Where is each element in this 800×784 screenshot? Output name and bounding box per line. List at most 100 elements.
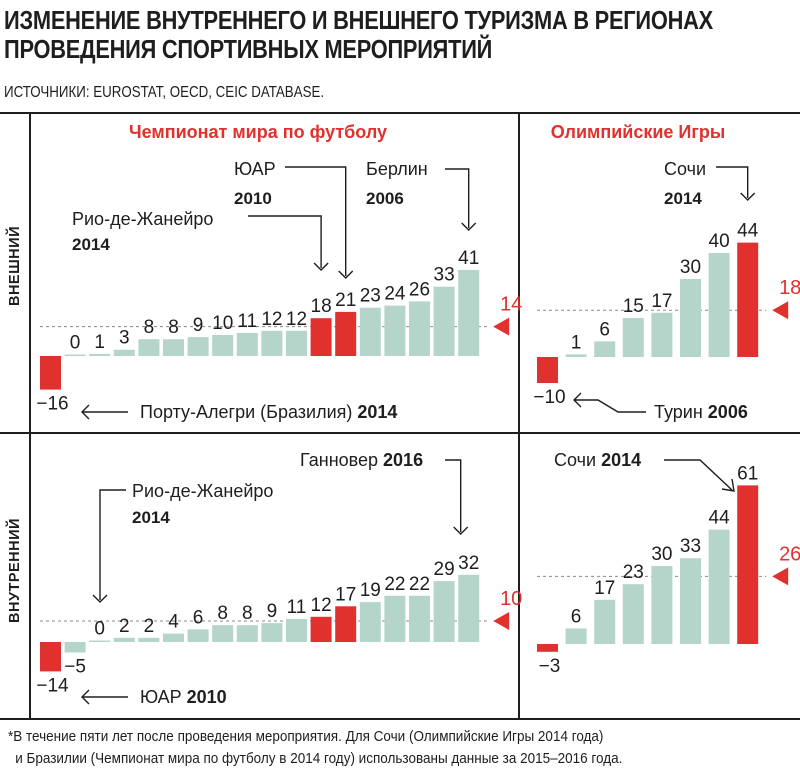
panel3-bar-18	[458, 574, 480, 642]
panel2-average-marker	[772, 301, 789, 320]
panel4-bar-4	[622, 584, 644, 644]
panel4-value-label-5: 30	[651, 544, 672, 565]
panel3-value-label-2: −5	[64, 657, 86, 678]
panel3-bar-9	[236, 625, 258, 642]
panel1-value-label-2: 0	[70, 333, 81, 354]
chart-title-line-1: ИЗМЕНЕНИЕ ВНУТРЕННЕГО И ВНЕШНЕГО ТУРИЗМА…	[4, 5, 713, 35]
panel3-bar-2	[64, 642, 86, 653]
panel1-arrow-berlin-line	[445, 168, 470, 228]
panel3-bar-3	[89, 640, 111, 642]
panel2-annotation-sochi-name: Сочи	[664, 159, 706, 179]
panel1-annotation-berlin-year: 2006	[366, 189, 404, 208]
panel2-arrow-turin-line	[574, 399, 646, 413]
panel1-average-label: 14	[500, 294, 522, 316]
panel2-value-label-7: 40	[709, 231, 730, 252]
panel1-bar-8	[212, 335, 234, 356]
panel3-bar-4	[113, 637, 135, 642]
panel1-value-label-16: 26	[409, 279, 430, 300]
panel3-value-label-1: −14	[36, 675, 69, 696]
panel1-arrow-rio-line	[248, 215, 322, 268]
panel4-value-label-7: 44	[709, 508, 731, 529]
panel1-value-label-8: 10	[212, 313, 233, 334]
footnote-line-2: и Бразилии (Чемпионат мира по футболу в …	[15, 750, 623, 767]
panel1-annotation-porto-alegre: Порту-Алегри (Бразилия) 2014	[140, 402, 397, 422]
panel4-bar-6	[680, 558, 701, 644]
panel4-value-label-1: −3	[539, 656, 561, 677]
panel3-value-label-6: 4	[168, 612, 179, 633]
panel2-bar-7	[708, 253, 730, 357]
panel3-value-label-8: 8	[217, 603, 228, 624]
panel1-value-label-11: 12	[286, 309, 307, 330]
panel3-value-label-10: 9	[267, 601, 278, 622]
panel1-arrow-porto-alegre-head	[81, 404, 90, 420]
panel1-bar-11	[286, 330, 307, 356]
panel1-arrow-rio-head	[313, 262, 329, 271]
panel1-annotation-porto-alegre-year: 2014	[357, 402, 397, 422]
panel3-bar-5	[138, 637, 160, 642]
panel3-value-label-16: 22	[409, 574, 430, 595]
panel3-value-label-15: 22	[384, 574, 405, 595]
panel3-value-label-7: 6	[193, 607, 204, 628]
panel3-annotation-hannover-year: 2016	[383, 450, 423, 470]
panel4-average-marker	[772, 567, 789, 586]
panel2-value-label-8: 44	[737, 221, 759, 242]
panel3-annotation-rio-year: 2014	[132, 508, 170, 527]
panel2-bar-8	[737, 242, 759, 357]
panel1-value-label-9: 11	[237, 311, 257, 332]
panel3-bar-17	[433, 581, 455, 642]
panel4-annotation-sochi-year: 2014	[601, 450, 641, 470]
panel4-value-label-2: 6	[571, 606, 582, 627]
panel4-value-label-3: 17	[594, 578, 615, 599]
panel3-annotation-sa: ЮАР 2010	[140, 687, 227, 707]
footnote: *В течение пяти лет после проведения мер…	[8, 726, 622, 770]
panel2-arrow-sochi-line	[716, 166, 749, 198]
panel1-annotation-berlin-name: Берлин	[366, 159, 428, 179]
panel1-annotation-rio-name: Рио-де-Жанейро	[72, 209, 213, 229]
panel4-bar-7	[708, 529, 730, 644]
panel3-bar-13	[335, 606, 357, 642]
panel1-average-marker	[493, 317, 510, 336]
panel3-average-marker	[493, 612, 510, 630]
panel2-value-label-5: 17	[651, 291, 672, 312]
panel4-bar-2	[565, 628, 587, 644]
panel4-arrow-sochi-line	[664, 459, 733, 491]
panel2-bar-5	[651, 312, 673, 357]
panel1-bar-1	[40, 356, 61, 390]
panel3-bar-6	[163, 633, 184, 642]
panel3-bar-1	[40, 642, 61, 672]
panel1-value-label-5: 8	[144, 317, 155, 338]
panel2-value-label-1: −10	[533, 387, 565, 408]
panel1-bar-16	[409, 301, 430, 356]
panel3-value-label-5: 2	[144, 616, 155, 637]
panel2-arrow-sochi-head	[740, 192, 756, 201]
panel2-arrow-turin-head	[573, 392, 582, 408]
panel1-value-label-12: 18	[311, 296, 332, 317]
panel4-bar-8	[737, 485, 759, 644]
panel3-value-label-13: 17	[335, 584, 356, 605]
panel3-value-label-9: 8	[242, 603, 253, 624]
chart-title: ИЗМЕНЕНИЕ ВНУТРЕННЕГО И ВНЕШНЕГО ТУРИЗМА…	[4, 6, 713, 64]
panel3-annotation-rio-name: Рио-де-Жанейро	[132, 481, 273, 501]
row-label-divider	[29, 113, 31, 719]
panel1-bar-9	[236, 332, 258, 356]
panel1-bar-7	[187, 337, 209, 356]
panel1-bar-10	[261, 330, 283, 356]
middle-divider	[0, 432, 800, 434]
panel2-bar-2	[565, 354, 587, 357]
panel1-bar-4	[113, 349, 135, 356]
panel1-value-label-17: 33	[434, 265, 455, 286]
panel1-value-label-10: 12	[261, 309, 282, 330]
panel3-arrow-hannover-line	[445, 459, 462, 532]
chart-title-line-2: ПРОВЕДЕНИЯ СПОРТИВНЫХ МЕРОПРИЯТИЙ	[4, 34, 493, 64]
panel2-value-label-3: 6	[599, 319, 610, 340]
panel2-value-label-6: 30	[680, 257, 701, 278]
top-divider	[0, 112, 800, 114]
panel1-bar-6	[163, 339, 184, 356]
panel3-arrow-rio-head	[92, 594, 108, 603]
panel2-group-title: Олимпийские Игры	[551, 122, 725, 142]
panel1-value-label-4: 3	[119, 328, 130, 349]
panel3-bar-10	[261, 623, 283, 642]
panel4-value-label-8: 61	[737, 463, 758, 484]
panel3-bar-7	[187, 629, 209, 642]
panel3-bar-14	[359, 602, 381, 642]
